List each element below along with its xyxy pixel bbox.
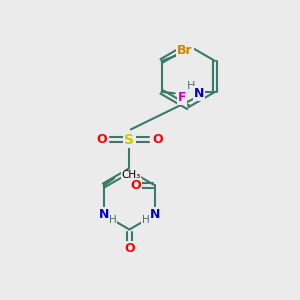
- Text: O: O: [130, 179, 141, 192]
- Text: O: O: [124, 242, 135, 255]
- Text: S: S: [124, 133, 134, 147]
- Text: O: O: [152, 133, 163, 146]
- Text: F: F: [178, 91, 186, 104]
- Text: H: H: [142, 215, 149, 225]
- Text: N: N: [150, 208, 160, 221]
- Text: N: N: [194, 87, 204, 100]
- Text: Br: Br: [177, 44, 193, 57]
- Text: O: O: [96, 133, 107, 146]
- Text: H: H: [187, 81, 196, 91]
- Text: CH₃: CH₃: [122, 170, 141, 180]
- Text: N: N: [99, 208, 109, 221]
- Text: H: H: [110, 215, 117, 225]
